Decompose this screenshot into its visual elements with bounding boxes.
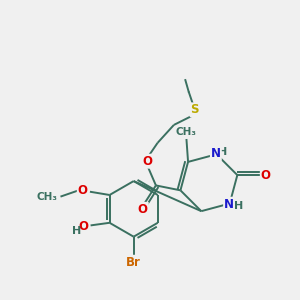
Text: O: O [261,169,271,182]
Text: CH₃: CH₃ [176,127,197,137]
Text: H: H [218,147,227,157]
Text: N: N [211,147,221,160]
Text: O: O [142,155,152,168]
Text: O: O [78,184,88,197]
Text: Br: Br [126,256,141,269]
Text: H: H [72,226,82,236]
Text: O: O [78,220,88,233]
Text: CH₃: CH₃ [37,192,58,202]
Text: H: H [234,201,244,211]
Text: O: O [138,203,148,216]
Text: N: N [224,198,234,211]
Text: S: S [190,103,199,116]
